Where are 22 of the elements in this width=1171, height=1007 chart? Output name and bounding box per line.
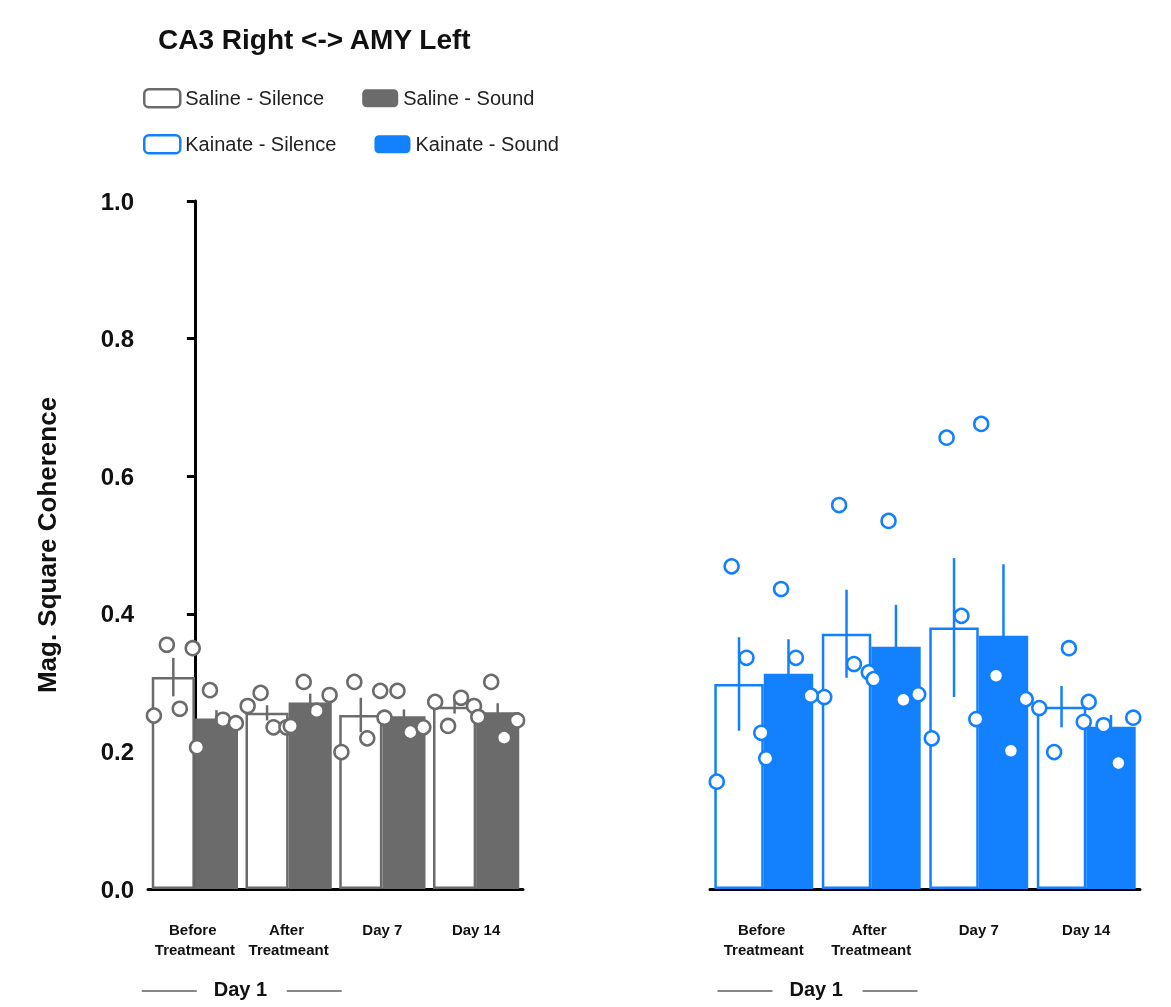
- y-tick-label: 0.2: [100, 737, 134, 765]
- legend-label: Saline - Silence: [185, 87, 325, 110]
- y-tick-label: 1.0: [100, 187, 134, 215]
- x-tick-label: Day 14: [451, 920, 501, 938]
- x-tick-label: Before Treatmeant: [723, 920, 804, 958]
- chart-title: CA3 Right <-> AMY Left: [158, 23, 471, 55]
- text: Day 1: [213, 978, 268, 1000]
- x-tick-label: Day 14: [1062, 920, 1112, 938]
- x-tick-label: Before Treatmeant: [154, 920, 235, 958]
- y-axis-title: Mag. Square Coherence: [32, 396, 62, 694]
- y-tick-label: 0.0: [100, 875, 134, 903]
- y-tick-label: 0.8: [100, 325, 134, 353]
- x-tick-label: After Treatmeant: [248, 920, 329, 958]
- y-tick-label: 0.6: [100, 462, 134, 490]
- legend-label: Saline - Sound: [403, 87, 535, 110]
- text: Day 1: [789, 978, 843, 1000]
- legend-label: Kainate - Silence: [185, 133, 337, 156]
- y-tick-label: 0.4: [100, 600, 135, 628]
- x-tick-label: After Treatmeant: [831, 920, 912, 958]
- legend-label: Kainate - Sound: [415, 133, 559, 156]
- x-tick-label: Day 7: [958, 920, 999, 938]
- x-tick-label: Day 7: [362, 920, 403, 938]
